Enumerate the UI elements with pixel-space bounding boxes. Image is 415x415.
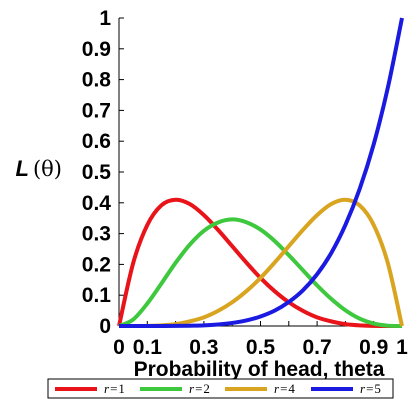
y-label-theta: θ	[41, 157, 54, 181]
legend-label-r4: r=4	[274, 381, 295, 396]
legend-label-r2: r=2	[189, 381, 210, 396]
y-tick-label: 0.2	[82, 253, 111, 276]
x-tick-label: 1	[396, 336, 408, 359]
y-tick-labels: 0 0.1 0.2 0.3 0.4 0.5 0.6 0.7 0.8 0.9 1	[82, 7, 112, 338]
x-tick-label: 0	[113, 336, 125, 359]
y-label-open-paren: (	[33, 157, 41, 181]
x-axis-label: Probability of head, theta	[134, 358, 385, 381]
x-tick-label: 0.9	[359, 336, 388, 359]
y-tick-label: 0.7	[82, 99, 111, 122]
legend-box	[47, 378, 394, 399]
x-tick-label: 0.5	[246, 336, 276, 359]
y-tick-label: 0.8	[82, 69, 112, 92]
x-tick-label: 0.3	[189, 336, 218, 359]
legend-label-r1: r=1	[104, 381, 125, 396]
y-axis-label: L (θ)	[15, 156, 62, 181]
y-tick-label: 0	[99, 315, 111, 338]
y-tick-label: 0.1	[82, 284, 112, 307]
y-label-close-paren: )	[54, 157, 62, 181]
x-tick-label: 0.1	[133, 336, 163, 359]
y-tick-label: 0.5	[82, 161, 112, 184]
series-line-r4	[118, 197, 404, 328]
legend: r=1 r=2 r=4 r=5	[47, 378, 394, 399]
series-lines	[117, 17, 404, 328]
legend-items: r=1 r=2 r=4 r=5	[55, 381, 381, 396]
y-tick-label: 0.6	[82, 130, 111, 153]
y-tick-label: 0.4	[82, 192, 112, 215]
y-tick-label: 1	[99, 7, 111, 30]
series-line-r1	[117, 197, 403, 328]
y-tick-label: 0.3	[82, 223, 111, 246]
x-tick-labels: 0 0.1 0.3 0.5 0.7 0.9 1	[113, 336, 408, 359]
series-line-r2	[118, 217, 403, 328]
series-line-r5	[119, 17, 404, 328]
x-tick-label: 0.7	[302, 336, 331, 359]
y-tick-label: 0.9	[82, 38, 111, 61]
y-label-symbol: L	[15, 156, 28, 181]
legend-label-r5: r=5	[360, 381, 381, 396]
